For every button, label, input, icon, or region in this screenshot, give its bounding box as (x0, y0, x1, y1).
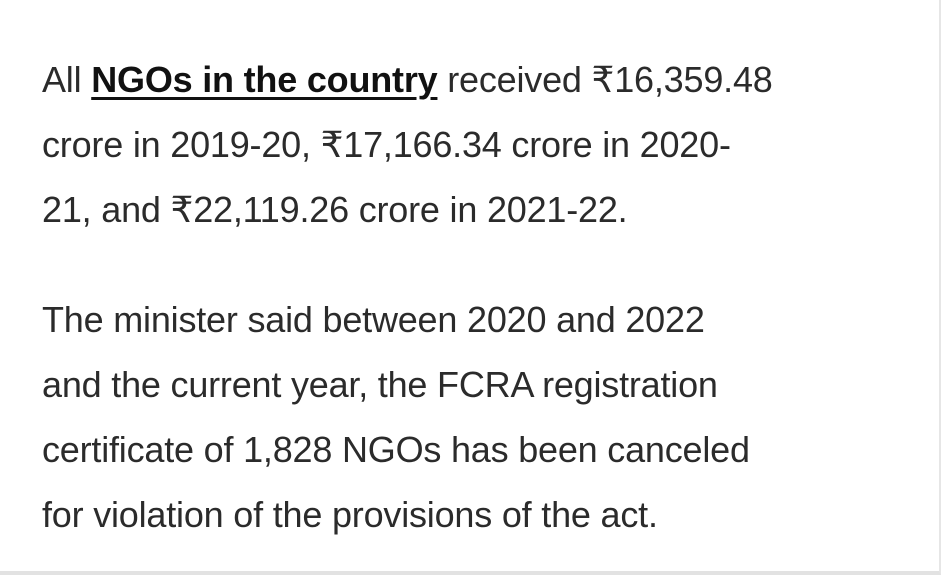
paragraph-fcra-cancellations: The minister said between 2020 and 2022 … (42, 287, 750, 547)
paragraph-line: certificate of 1,828 NGOs has been cance… (42, 429, 750, 470)
line-prefix: All (42, 59, 92, 100)
paragraph-line: for violation of the provisions of the a… (42, 494, 658, 535)
paragraph-ngo-funds: All NGOs in the country received ₹16,359… (42, 47, 773, 242)
paragraph-line: All NGOs in the country received ₹16,359… (42, 47, 773, 112)
paragraph-line: crore in 2019-20, ₹17,166.34 crore in 20… (42, 124, 731, 165)
line-suffix: received ₹16,359.48 (437, 59, 773, 100)
paragraph-line: 21, and ₹22,119.26 crore in 2021-22. (42, 189, 628, 230)
paragraph-line: and the current year, the FCRA registrat… (42, 364, 718, 405)
paragraph-line: The minister said between 2020 and 2022 (42, 299, 705, 340)
ngos-in-the-country-link[interactable]: NGOs in the country (91, 59, 438, 100)
